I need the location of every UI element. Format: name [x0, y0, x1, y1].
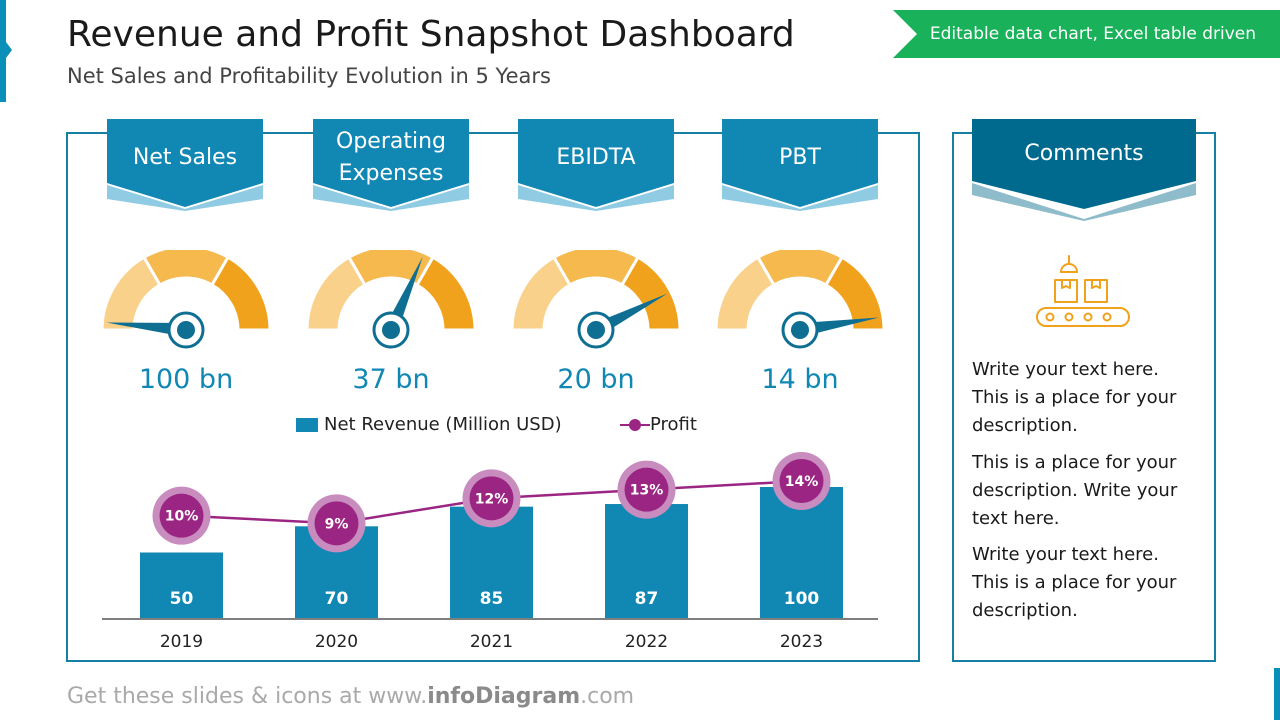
- revenue-bar-label: 50: [170, 589, 194, 609]
- kpi-value-ebidta: 20 bn: [557, 364, 635, 395]
- gauge-hub-center: [587, 321, 605, 339]
- profit-marker: [469, 476, 514, 521]
- kpi-header-shape: [518, 119, 674, 211]
- page-subtitle: Net Sales and Profitability Evolution in…: [67, 64, 551, 88]
- legend-line: Profit: [620, 414, 697, 435]
- right-accent-bar: [1274, 668, 1280, 720]
- profit-label: 10%: [165, 509, 199, 525]
- profit-label: 12%: [475, 491, 509, 507]
- x-tick-label: 2021: [470, 632, 513, 652]
- left-accent-notch: [6, 42, 12, 58]
- gauge-segment: [414, 255, 477, 332]
- legend-bar-label: Net Revenue (Million USD): [324, 414, 562, 435]
- comments-header: Comments: [972, 119, 1196, 221]
- profit-label: 9%: [325, 516, 349, 532]
- revenue-bar-label: 70: [325, 589, 349, 609]
- comments-header-shape: [972, 119, 1196, 221]
- profit-marker: [624, 467, 669, 512]
- legend-line-swatch: [620, 418, 650, 431]
- profit-marker: [779, 459, 824, 503]
- gauge-net-sales: [100, 250, 272, 349]
- revenue-bar-label: 85: [480, 589, 504, 609]
- kpi-header-shape: [107, 119, 263, 211]
- x-tick-label: 2022: [625, 632, 668, 652]
- footer-credit: Get these slides & icons at www.infoDiag…: [67, 684, 634, 709]
- comment-paragraph-1: Write your text here. This is a place fo…: [972, 359, 1177, 436]
- legend-bars: Net Revenue (Million USD): [296, 414, 562, 435]
- gauge-pbt: [714, 250, 886, 349]
- profit-marker: [159, 493, 204, 538]
- kpi-label: Operating Expenses: [336, 129, 446, 186]
- kpi-chart-panel: [66, 132, 920, 662]
- left-accent-bar: [0, 0, 6, 102]
- tag-notch: [893, 10, 917, 58]
- kpi-label: Net Sales: [132, 145, 238, 170]
- profit-label: 13%: [630, 483, 664, 499]
- kpi-value-operating-expenses: 37 bn: [352, 364, 430, 395]
- kpi-header-shape: [313, 119, 469, 211]
- kpi-header-operating-expenses: Operating Expenses: [313, 119, 469, 211]
- kpi-header-shape: [722, 119, 878, 211]
- kpi-label: EBIDTA: [556, 145, 636, 170]
- comment-paragraph-2: This is a place for your description. Wr…: [972, 452, 1178, 529]
- kpi-label: PBT: [779, 145, 821, 170]
- x-tick-label: 2019: [160, 632, 203, 652]
- gauge-segment: [209, 255, 272, 332]
- page-title: Revenue and Profit Snapshot Dashboard: [67, 14, 795, 55]
- gauge-hub-center: [177, 321, 195, 339]
- comment-paragraph-3: Write your text here. This is a place fo…: [972, 544, 1177, 621]
- legend-bar-swatch: [296, 417, 318, 432]
- profit-label: 14%: [785, 474, 819, 490]
- footer-brand: infoDiagram: [427, 684, 581, 709]
- footer-suffix: .com: [580, 684, 635, 709]
- kpi-value-pbt: 14 bn: [761, 364, 839, 395]
- comments-title: Comments: [1024, 140, 1144, 166]
- footer-prefix: Get these slides & icons at www.: [67, 684, 428, 709]
- legend-line-label: Profit: [650, 414, 697, 435]
- gauge-ebidta: [510, 250, 682, 349]
- gauge-hub-center: [382, 321, 400, 339]
- kpi-value-net-sales: 100 bn: [138, 364, 234, 395]
- editable-chart-tag: Editable data chart, Excel table driven: [893, 10, 1280, 58]
- x-tick-label: 2020: [315, 632, 358, 652]
- gauge-hub-center: [791, 321, 809, 339]
- gauge-segment: [823, 255, 886, 332]
- revenue-bar: [605, 504, 688, 618]
- gauge-needle: [798, 317, 880, 337]
- profit-marker: [314, 501, 359, 546]
- revenue-profit-combo-chart: 50 2019 70 2020 85 2021 87 2022 100 2023 10% 9% 12% 1…: [102, 452, 878, 652]
- kpi-header-ebidta: EBIDTA: [518, 119, 674, 211]
- gauge-operating-expenses: [305, 250, 477, 349]
- kpi-header-net-sales: Net Sales: [107, 119, 263, 211]
- revenue-bar-label: 100: [784, 589, 820, 609]
- conveyor-belt-boxes-icon: [1034, 252, 1132, 336]
- revenue-bar: [140, 552, 223, 618]
- x-tick-label: 2023: [780, 632, 823, 652]
- kpi-header-pbt: PBT: [722, 119, 878, 211]
- gauge-segment: [619, 255, 682, 332]
- gauge-needle: [106, 322, 187, 337]
- revenue-bar-label: 87: [635, 589, 659, 609]
